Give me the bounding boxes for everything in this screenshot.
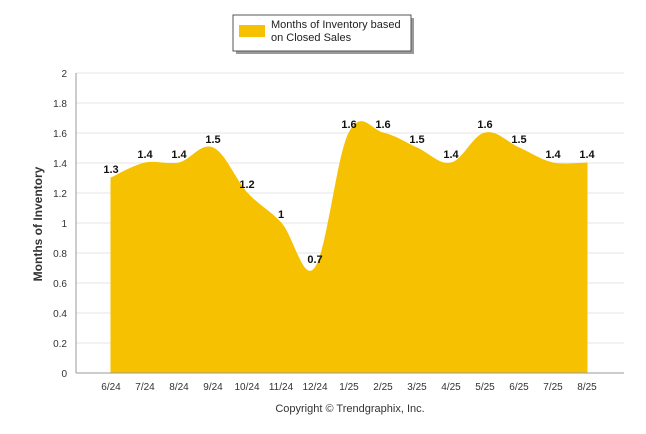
x-tick-label: 1/25 [339,382,359,393]
x-tick-label: 8/24 [169,382,189,393]
legend-line-1: Months of Inventory based [271,19,401,31]
x-tick-label: 2/25 [373,382,393,393]
data-label: 1.6 [375,119,390,131]
data-label: 1.4 [545,149,561,161]
y-tick-label: 0 [61,369,67,380]
plot-area [110,121,588,374]
y-tick-label: 1 [61,219,67,230]
data-label: 1.3 [103,164,118,176]
y-tick-label: 0.2 [53,339,67,350]
y-tick-label: 0.6 [53,279,67,290]
y-axis-label: Months of Inventory [31,166,45,281]
x-tick-label: 3/25 [407,382,427,393]
legend-swatch [239,25,265,37]
data-label: 1.2 [239,179,254,191]
data-label: 1.6 [341,119,356,131]
x-tick-label: 7/25 [543,382,563,393]
data-label: 0.7 [307,254,322,266]
x-tick-label: 11/24 [269,382,294,393]
series-area [110,121,588,374]
data-label: 1.4 [579,149,595,161]
data-label: 1.4 [171,149,187,161]
y-tick-label: 1.2 [53,189,67,200]
x-tick-label: 4/25 [441,382,461,393]
y-tick-label: 1.4 [53,159,67,170]
x-tick-label: 10/24 [234,382,259,393]
legend: Months of Inventory based on Closed Sale… [232,14,414,54]
x-tick-label: 5/25 [475,382,495,393]
x-tick-label: 12/24 [302,382,327,393]
data-label: 1.4 [137,149,153,161]
x-tick-label: 6/24 [101,382,121,393]
y-tick-label: 1.6 [53,129,67,140]
data-label: 1.5 [205,134,220,146]
x-tick-label: 8/25 [577,382,597,393]
data-label: 1.4 [443,149,459,161]
x-axis-ticks: 6/24 7/24 8/24 9/24 10/24 11/24 12/24 1/25 2/25 3… [76,372,624,393]
legend-line-2: on Closed Sales [271,32,352,44]
y-tick-label: 2 [61,69,67,80]
y-tick-label: 1.8 [53,99,67,110]
data-labels: 1.3 1.4 1.4 1.5 1.2 1 0.7 1.6 1.6 1.5 1.4 1.6 1.5 1.4… [103,119,595,266]
y-axis-ticks: 0 0.2 0.4 0.6 0.8 1 1.2 1.4 1.6 1.8 2 [53,69,67,380]
y-tick-label: 0.4 [53,309,67,320]
x-tick-label: 7/24 [135,382,155,393]
data-label: 1.6 [477,119,492,131]
copyright-footer: Copyright © Trendgraphix, Inc. [275,403,424,415]
x-tick-label: 6/25 [509,382,529,393]
data-label: 1 [278,209,284,221]
data-label: 1.5 [511,134,526,146]
data-label: 1.5 [409,134,424,146]
y-tick-label: 0.8 [53,249,67,260]
x-tick-label: 9/24 [203,382,223,393]
